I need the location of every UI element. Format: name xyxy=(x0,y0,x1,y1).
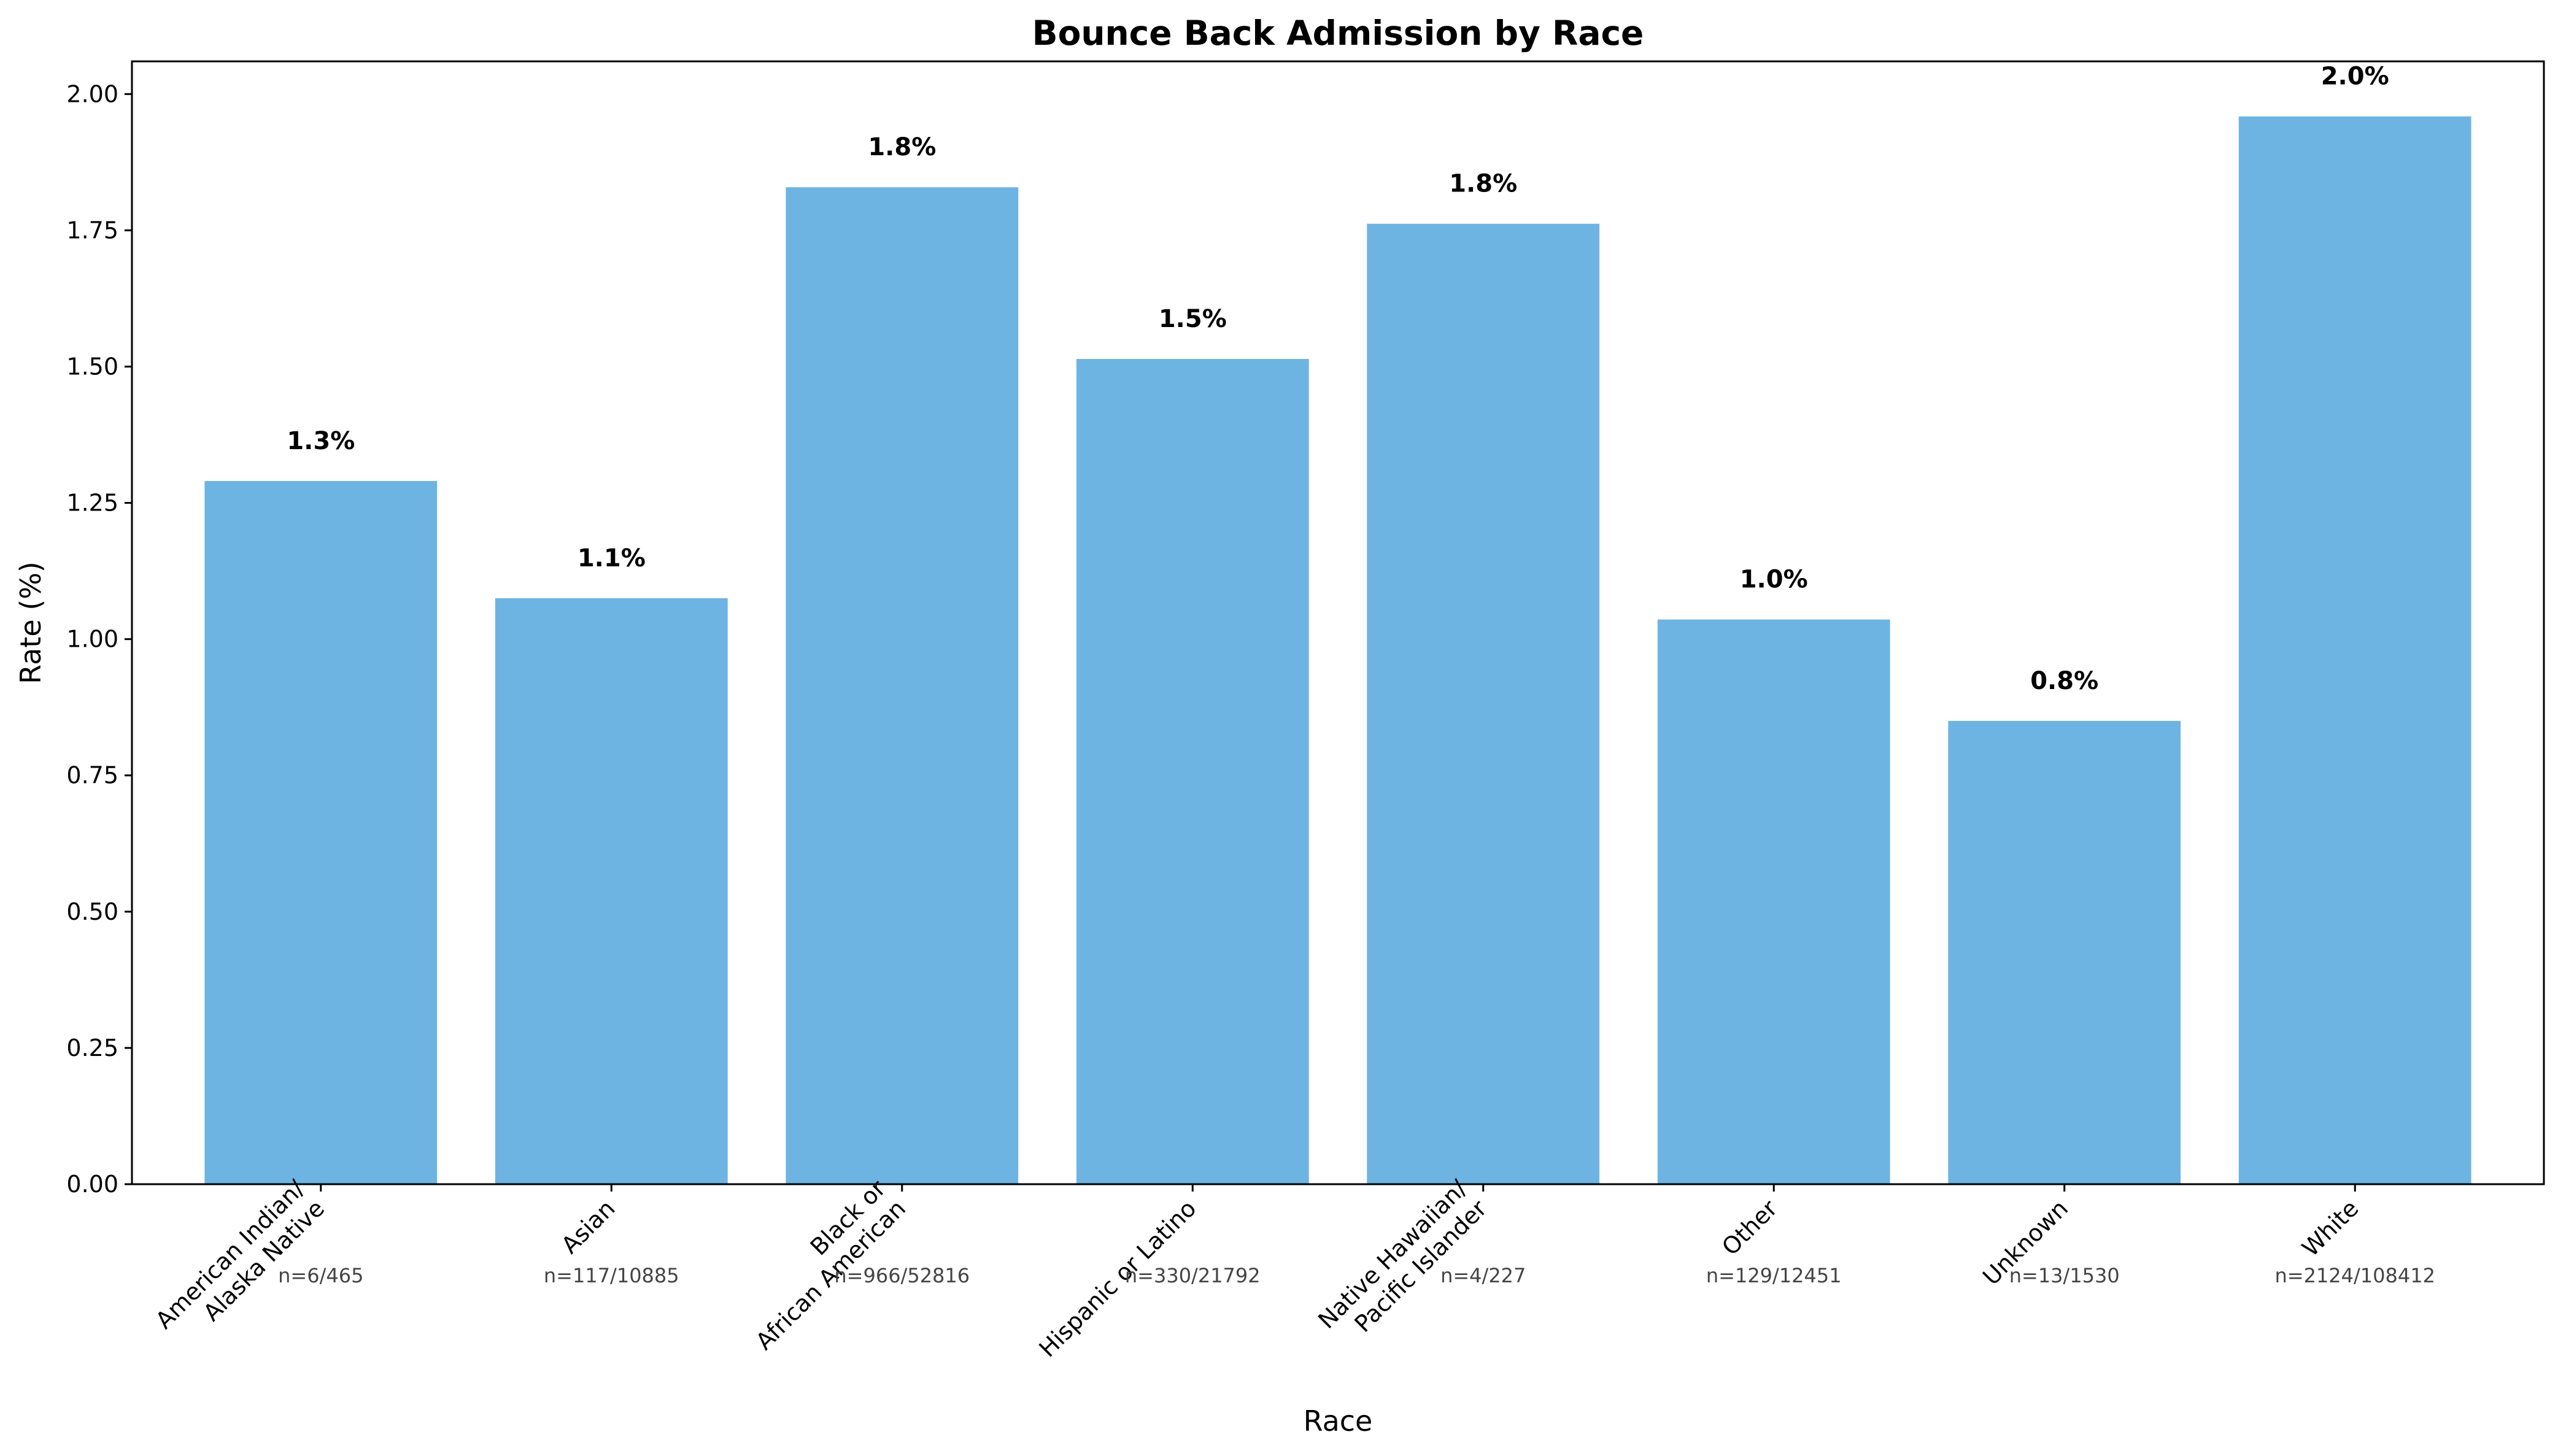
y-tick-label-8: 2.00 xyxy=(66,80,118,107)
data-label-6: 0.8% xyxy=(2030,667,2098,695)
count-label-1: n=117/10885 xyxy=(544,1264,679,1287)
y-tick-label-0: 0.00 xyxy=(66,1171,118,1198)
bar-6 xyxy=(1948,720,2181,1184)
count-label-2: n=966/52816 xyxy=(834,1264,970,1287)
data-label-4: 1.8% xyxy=(1449,170,1517,198)
y-tick-label-5: 1.25 xyxy=(66,490,118,517)
y-axis-label: Rate (%) xyxy=(14,561,47,684)
bar-3 xyxy=(1076,359,1309,1184)
data-label-1: 1.1% xyxy=(578,544,646,572)
count-label-0: n=6/465 xyxy=(278,1264,363,1287)
chart-title: Bounce Back Admission by Race xyxy=(1032,13,1644,53)
data-label-7: 2.0% xyxy=(2321,63,2389,91)
bar-7 xyxy=(2238,116,2471,1185)
count-label-7: n=2124/108412 xyxy=(2274,1264,2435,1287)
y-tick-label-7: 1.75 xyxy=(66,217,118,244)
count-label-5: n=129/12451 xyxy=(1706,1264,1842,1287)
data-label-2: 1.8% xyxy=(868,133,936,161)
bar-0 xyxy=(204,481,438,1184)
y-tick-label-3: 0.75 xyxy=(66,762,118,789)
y-tick-label-2: 0.50 xyxy=(66,898,118,925)
data-label-3: 1.5% xyxy=(1159,305,1227,333)
count-label-6: n=13/1530 xyxy=(2009,1264,2120,1287)
count-label-3: n=330/21792 xyxy=(1125,1264,1261,1287)
data-label-5: 1.0% xyxy=(1740,566,1808,594)
bar-2 xyxy=(786,187,1019,1185)
plot-frame xyxy=(131,60,2545,1185)
count-label-4: n=4/227 xyxy=(1440,1264,1526,1287)
y-tick-label-4: 1.00 xyxy=(66,626,118,653)
bar-5 xyxy=(1657,619,1890,1184)
x-axis-label: Race xyxy=(1304,1404,1373,1438)
bar-4 xyxy=(1367,223,1600,1185)
bar-1 xyxy=(495,598,728,1184)
y-tick-label-6: 1.50 xyxy=(66,353,118,380)
y-tick-label-1: 0.25 xyxy=(66,1034,118,1061)
data-label-0: 1.3% xyxy=(287,427,355,455)
